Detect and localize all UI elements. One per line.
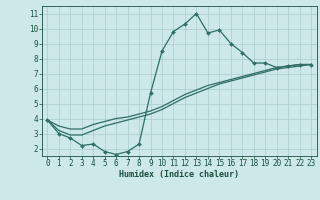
- X-axis label: Humidex (Indice chaleur): Humidex (Indice chaleur): [119, 170, 239, 179]
